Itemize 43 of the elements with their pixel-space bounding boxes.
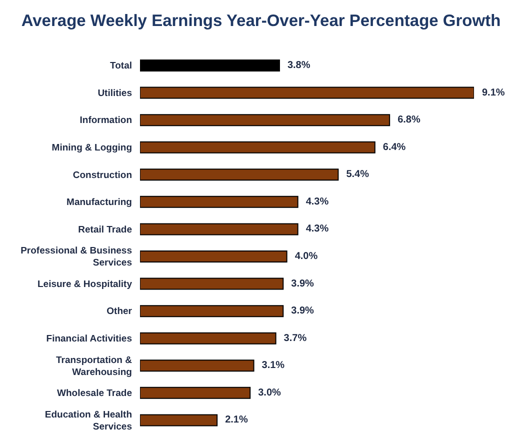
bar: [140, 360, 254, 372]
y-tick-label: Construction: [72, 169, 132, 180]
data-label: 6.4%: [382, 142, 406, 153]
bar: [140, 223, 298, 236]
bar: [140, 332, 276, 344]
bar: [140, 114, 390, 126]
data-label: 3.1%: [262, 360, 285, 372]
y-tick-label: Manufacturing: [66, 196, 132, 208]
data-label: 3.9%: [291, 306, 314, 317]
data-label: 6.8%: [398, 114, 420, 126]
bar: [140, 60, 280, 72]
y-tick-label: Financial Activities: [46, 333, 132, 344]
data-label: 3.7%: [284, 332, 307, 344]
data-label: 3.0%: [258, 387, 282, 398]
data-label: 9.1%: [482, 87, 505, 98]
bar: [140, 250, 288, 262]
y-tick-label: Education & Health Services: [44, 408, 132, 432]
y-tick-label: Transportation & Warehousing: [56, 354, 132, 378]
bar: [140, 414, 218, 426]
data-label: 5.4%: [346, 169, 370, 180]
bar: [140, 141, 376, 154]
y-tick-label: Leisure & Hospitality: [38, 278, 133, 290]
data-label: 4.3%: [306, 224, 329, 235]
data-label: 2.1%: [225, 414, 248, 426]
y-tick-label: Wholesale Trade: [57, 388, 132, 399]
y-tick-label: Other: [106, 306, 132, 317]
data-label: 4.0%: [294, 251, 318, 262]
chart-title: Average Weekly Earnings Year-Over-Year Percentage Growth: [20, 12, 502, 31]
y-tick-label: Total: [110, 60, 132, 72]
bar: [140, 86, 474, 99]
bar: [140, 278, 284, 290]
y-tick-label: Mining & Logging: [52, 142, 132, 153]
bar: [140, 386, 251, 399]
data-label: 3.8%: [287, 60, 310, 71]
y-tick-label: Retail Trade: [78, 224, 132, 235]
bar: [140, 196, 298, 208]
data-label: 4.3%: [306, 196, 329, 208]
bar: [140, 305, 284, 318]
bar: [140, 168, 339, 181]
y-tick-label: Professional & Business Services: [20, 245, 132, 268]
y-tick-label: Utilities: [98, 87, 132, 98]
data-label: 3.9%: [291, 278, 314, 290]
y-tick-label: Information: [80, 114, 132, 126]
